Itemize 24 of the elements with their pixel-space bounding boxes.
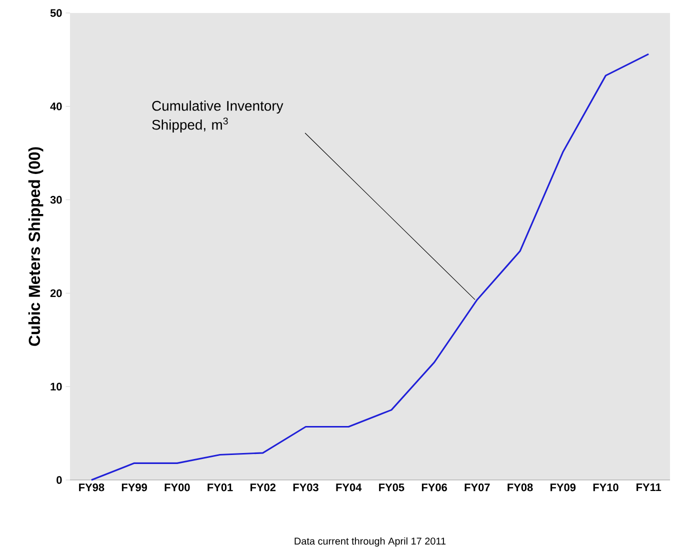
x-tick-label: FY09	[550, 484, 576, 492]
x-tick-label: FY03	[293, 484, 318, 492]
x-tick-label: FY00	[164, 484, 190, 492]
x-tick-label: FY99	[122, 484, 147, 492]
x-tick-label: FY11	[636, 484, 662, 492]
x-tick-label: FY04	[336, 484, 362, 492]
x-tick-label: FY05	[379, 484, 404, 492]
text: Data current through April 17 2011	[294, 537, 446, 547]
x-tick-label: FY98	[79, 484, 104, 492]
y-tick-label: 50	[50, 9, 62, 17]
line-series	[90, 53, 650, 481]
y-tick-label: 0	[56, 476, 62, 484]
x-tick-label: FY10	[593, 484, 618, 492]
y-tick-label: 40	[50, 102, 62, 110]
x-tick-label: FY01	[208, 484, 233, 492]
x-tick-label: FY08	[508, 484, 533, 492]
x-tick-label: FY06	[422, 484, 447, 492]
y-tick-label: 30	[50, 196, 62, 204]
y-tick-label: 10	[50, 382, 62, 390]
x-tick-label: FY02	[250, 484, 276, 492]
x-tick-label: FY07	[464, 484, 490, 492]
y-tick-label: 20	[50, 289, 62, 298]
y-axis-title: Cubic Meters Shipped (00)	[28, 147, 44, 346]
annotation: Cumulative Inventory Shipped, m$^{3}$	[152, 100, 284, 132]
